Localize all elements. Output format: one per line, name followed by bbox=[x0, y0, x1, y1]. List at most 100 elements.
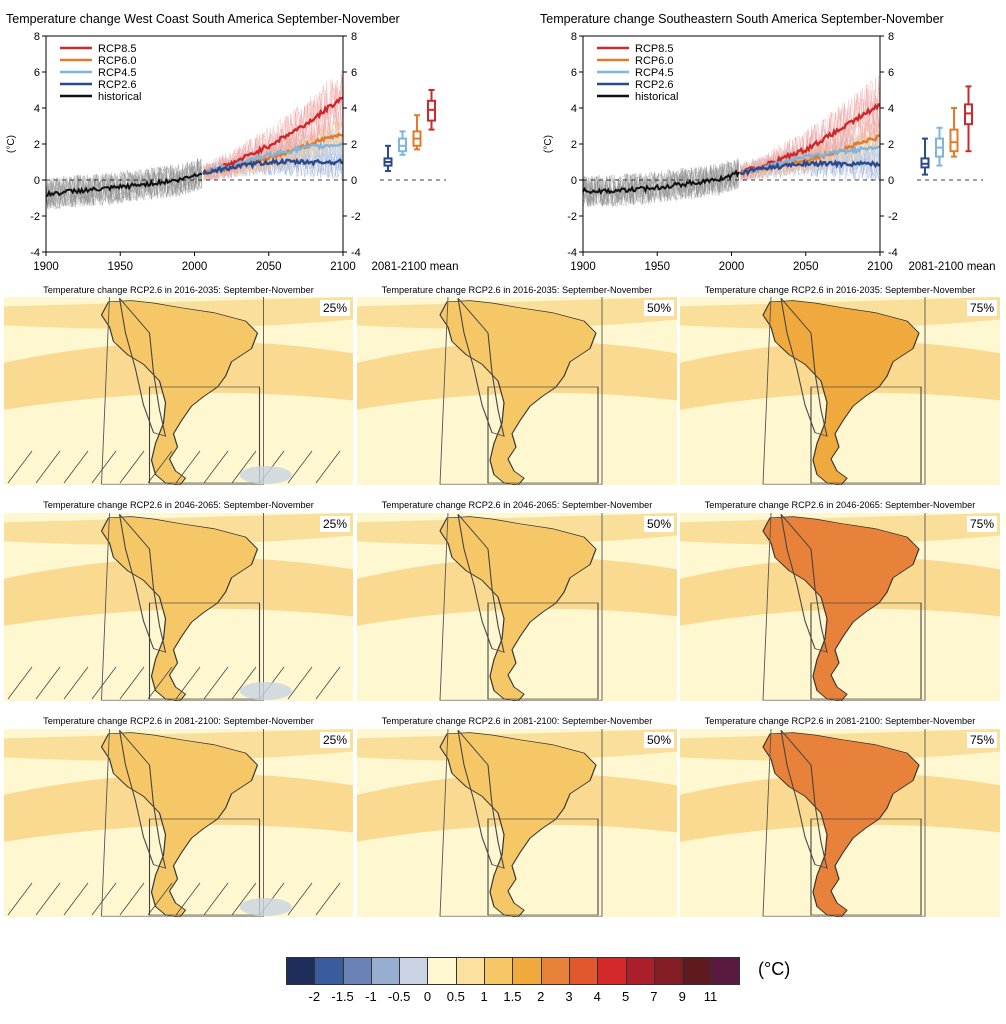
y-tick-label-right: -2 bbox=[888, 211, 898, 223]
cooling-patch bbox=[239, 466, 292, 484]
colorbar-swatch bbox=[286, 957, 316, 985]
map-title: Temperature change RCP2.6 in 2016-2035: … bbox=[704, 285, 976, 295]
x-tick-label: 2050 bbox=[256, 261, 282, 273]
x-tick-label: 2050 bbox=[793, 261, 819, 273]
map-title: Temperature change RCP2.6 in 2081-2100: … bbox=[704, 716, 976, 726]
colorbar-tick-label: 1.5 bbox=[503, 989, 522, 1004]
y-tick-label: 4 bbox=[571, 103, 577, 115]
boxplot-rcp60 bbox=[412, 114, 422, 151]
map-title: Temperature change RCP2.6 in 2016-2035: … bbox=[43, 285, 314, 295]
analysis-domain-outline bbox=[439, 297, 603, 485]
y-tick-label-right: -2 bbox=[351, 211, 361, 223]
analysis-domain-outline bbox=[101, 513, 264, 701]
colorbar-tick-label: 9 bbox=[678, 989, 686, 1004]
region-outline-west-coast bbox=[780, 298, 828, 437]
map-title: Temperature change RCP2.6 in 2046-2065: … bbox=[43, 500, 314, 510]
continent-land bbox=[100, 516, 259, 701]
south-america-map bbox=[439, 513, 603, 701]
y-tick-label: 6 bbox=[34, 67, 40, 79]
map-canvas bbox=[357, 297, 677, 485]
south-america-map bbox=[762, 513, 926, 701]
region-outline-west-coast bbox=[118, 514, 167, 653]
y-tick-label-right: 0 bbox=[351, 175, 357, 187]
hatching-line bbox=[35, 666, 61, 700]
y-tick-label: 0 bbox=[34, 175, 40, 187]
analysis-domain-outline bbox=[762, 513, 926, 701]
hatching-line bbox=[119, 666, 145, 700]
map-panel: 50% bbox=[357, 729, 677, 917]
y-axis-label: (°C) bbox=[6, 135, 17, 153]
hatching-line bbox=[7, 882, 33, 916]
map-canvas bbox=[680, 297, 1000, 485]
map-panel: 75% bbox=[680, 513, 1000, 701]
hatching-line bbox=[147, 450, 173, 484]
map-panel: 25% bbox=[4, 513, 353, 701]
south-america-map bbox=[100, 729, 264, 917]
hatching-line bbox=[35, 882, 61, 916]
region-outline-west-coast bbox=[457, 514, 505, 653]
legend-label-rcp45: RCP4.5 bbox=[98, 67, 137, 79]
colorbar-swatch bbox=[512, 957, 542, 985]
south-america-map bbox=[439, 297, 603, 485]
y-axis-label: (°C) bbox=[543, 135, 554, 153]
cooling-patch bbox=[239, 898, 292, 916]
series-line-rcp85 bbox=[202, 96, 344, 175]
colorbar-tick-label: -1 bbox=[365, 989, 377, 1004]
legend-label-rcp85: RCP8.5 bbox=[98, 43, 137, 55]
y-tick-label-right: 4 bbox=[351, 103, 357, 115]
legend-label-historical: historical bbox=[635, 91, 678, 103]
y-tick-label-right: 0 bbox=[888, 175, 894, 187]
region-outline-west-coast bbox=[780, 730, 828, 869]
series-line-rcp26 bbox=[739, 158, 881, 177]
hatching-line bbox=[287, 882, 313, 916]
hatching-line bbox=[175, 882, 201, 916]
boxplot-box bbox=[949, 128, 959, 153]
region-outline-southeastern bbox=[810, 602, 922, 700]
percentile-badge: 25% bbox=[319, 300, 350, 316]
y-tick-label: -2 bbox=[567, 211, 577, 223]
colorbar-tick-label: -0.5 bbox=[387, 989, 411, 1004]
hatching-line bbox=[203, 450, 229, 484]
analysis-domain-outline bbox=[762, 729, 926, 917]
percentile-badge: 75% bbox=[966, 516, 997, 532]
colorbar-tick-label: -1.5 bbox=[331, 989, 354, 1004]
scenario-ensemble-member bbox=[740, 92, 881, 179]
analysis-domain-outline bbox=[762, 297, 926, 485]
region-outline-southeastern bbox=[487, 602, 599, 700]
continent-land bbox=[439, 300, 597, 485]
hatching-line bbox=[287, 450, 313, 484]
map-panel: 50% bbox=[357, 297, 677, 485]
boxplot-rcp85 bbox=[964, 85, 973, 153]
y-tick-label-right: 2 bbox=[351, 139, 357, 151]
series-line-rcp26 bbox=[202, 157, 344, 175]
south-america-map bbox=[100, 297, 264, 485]
colorbar-tick-label: 3 bbox=[565, 989, 573, 1004]
hatching-line bbox=[203, 882, 229, 916]
hatching-line bbox=[231, 882, 257, 916]
colorbar-swatch bbox=[314, 957, 344, 985]
y-tick-label-right: 8 bbox=[888, 31, 894, 43]
colorbar: -2 -1.5 -1 -0.5 0 0.5 1 1.5 2 3 4 5 7 9 11 (°C) bbox=[286, 957, 790, 1004]
map-canvas bbox=[680, 729, 1000, 917]
colorbar-swatch bbox=[399, 957, 429, 985]
colorbar-swatch bbox=[455, 957, 486, 985]
percentile-badge: 75% bbox=[966, 732, 997, 748]
hatching-line bbox=[287, 666, 313, 700]
map-panel: 50% bbox=[357, 513, 677, 701]
x-tick-label: 1950 bbox=[107, 261, 133, 273]
map-title: Temperature change RCP2.6 in 2016-2035: … bbox=[381, 285, 653, 295]
boxplot-rcp45 bbox=[398, 130, 407, 156]
hatching-line bbox=[119, 882, 145, 916]
colorbar-swatch bbox=[484, 957, 514, 985]
continent-land bbox=[439, 516, 597, 701]
colorbar-swatch bbox=[342, 957, 372, 985]
y-tick-label: 2 bbox=[34, 139, 40, 151]
boxplot-rcp26 bbox=[920, 137, 930, 176]
legend-label-historical: historical bbox=[98, 91, 141, 103]
time-series-chart-southeastern: -4 -4 -2 -2 0 0 2 2 4 4 6 6 8 8 (°C) 1900 1950 2000 2050 21… bbox=[543, 31, 995, 273]
y-tick-label: 8 bbox=[571, 31, 577, 43]
y-tick-label-right: 6 bbox=[888, 67, 894, 79]
y-tick-label: -4 bbox=[567, 247, 577, 259]
hatching-line bbox=[7, 450, 33, 484]
map-title: Temperature change RCP2.6 in 2081-2100: … bbox=[43, 716, 314, 726]
